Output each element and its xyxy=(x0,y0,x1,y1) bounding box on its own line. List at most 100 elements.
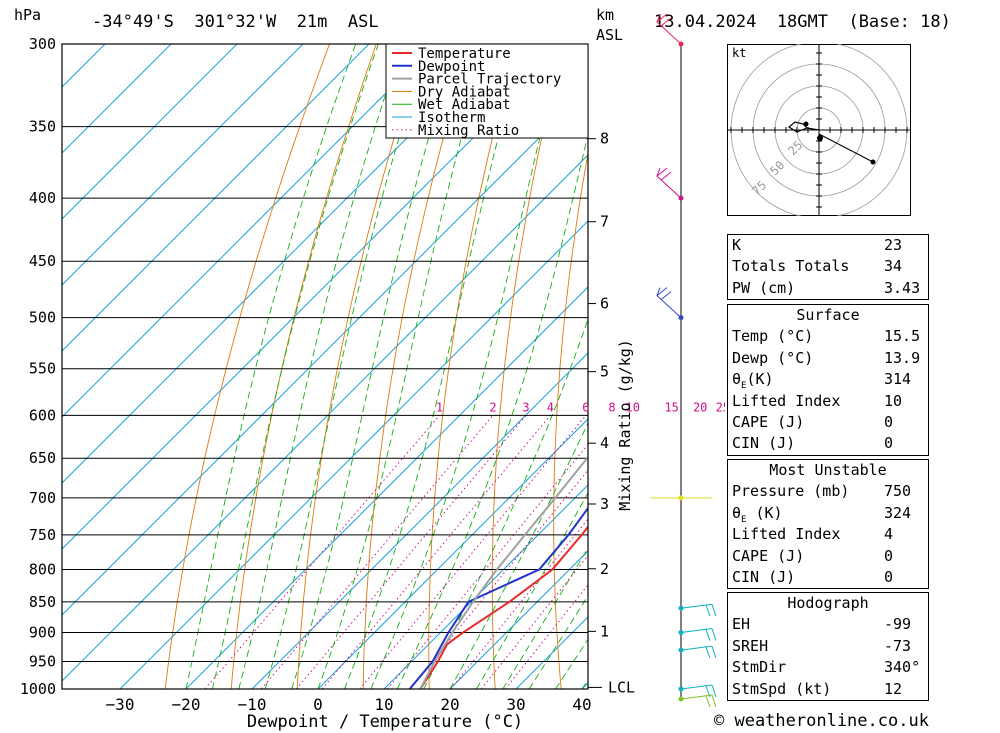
wind-barb xyxy=(680,684,713,690)
profile-lines xyxy=(408,455,588,689)
temperature-axis-labels: −30 −20 −10 0 10 20 30 40 xyxy=(106,695,592,714)
mixing-ratio-line xyxy=(321,415,551,689)
wet-adiabat-line xyxy=(528,594,588,689)
pressure-tick-label: 1000 xyxy=(20,680,56,698)
hodograph-trace xyxy=(787,121,820,133)
mixing-ratio-line xyxy=(480,554,588,689)
isotherm-line xyxy=(251,352,588,689)
mixing-ratio-line xyxy=(204,415,440,689)
wind-barb xyxy=(656,167,668,177)
legend-entry: Parcel Trajectory xyxy=(418,72,561,88)
x-axis-title: Dewpoint / Temperature (°C) xyxy=(247,712,523,732)
mixing-ratio-tick-label: 6 xyxy=(582,400,589,414)
wind-barb xyxy=(711,694,717,708)
wind-barb xyxy=(705,605,711,617)
wet-adiabat-line xyxy=(396,132,588,689)
height-unit-km: km xyxy=(596,6,615,24)
surface-title: Surface xyxy=(728,304,928,326)
km-tick-label: 5 xyxy=(600,363,609,381)
height-unit-asl: ASL xyxy=(596,26,624,44)
isotherm-line xyxy=(383,484,588,689)
wind-barb xyxy=(660,17,672,27)
skewt-diagram: 3003504004505005506006507007508008509009… xyxy=(20,13,725,732)
wind-barb xyxy=(711,628,717,641)
isotherm-line xyxy=(62,44,370,352)
legend-entry: Isotherm xyxy=(418,110,485,126)
temperature-tick-label: −30 xyxy=(106,695,135,714)
height-axis-labels: 8 7 6 5 4 3 2 1 LCL xyxy=(588,130,635,696)
pressure-tick-label: 500 xyxy=(29,309,56,327)
mixing-ratio-line xyxy=(260,415,494,689)
wind-barb xyxy=(680,628,713,634)
km-tick-label: 2 xyxy=(600,560,609,578)
pressure-tick-label: 300 xyxy=(29,35,56,53)
temperature-tick-label: −20 xyxy=(172,695,201,714)
isotherm-line xyxy=(62,44,568,550)
hodograph-table-title: Hodograph xyxy=(728,592,928,614)
pressure-tick-label: 400 xyxy=(29,189,56,207)
surface-table: Surface Temp (°C) 15.5 Dewp (°C) 13.9 θE(K… xyxy=(727,304,929,456)
wet-adiabat-line xyxy=(370,44,564,689)
legend-entry: Dewpoint xyxy=(418,59,485,75)
temperature-tick-label: 0 xyxy=(313,695,323,714)
dry-adiabat-line xyxy=(671,44,704,689)
wet-adiabat-line xyxy=(555,638,588,689)
mixing-ratio-tick-label: 3 xyxy=(522,400,529,414)
isotherm-line xyxy=(62,44,502,484)
wind-barb xyxy=(711,604,717,617)
mixing-ratio-labels: 1 2 3 4 6 8 10 15 20 25 xyxy=(436,400,725,414)
temperature-tick-label: 40 xyxy=(572,695,591,714)
hodograph-storm-vector xyxy=(818,133,874,163)
pressure-tick-label: 350 xyxy=(29,118,56,136)
wet-adiabat-line xyxy=(185,44,357,689)
most-unstable-table: Most Unstable Pressure (mb) 750 θE (K) 324… xyxy=(727,459,929,590)
isotherm-line xyxy=(317,418,588,689)
mixing-ratio-line xyxy=(504,584,588,689)
pressure-tick-label: 550 xyxy=(29,360,56,378)
mixing-ratio-tick-label: 15 xyxy=(664,400,678,414)
km-tick-label: 6 xyxy=(600,295,609,313)
pressure-tick-label: 950 xyxy=(29,653,56,671)
legend-entry: Wet Adiabat xyxy=(418,97,511,113)
parcel-trajectory-line xyxy=(419,455,588,689)
dry-adiabat-line xyxy=(164,44,330,689)
legend-entry: Temperature xyxy=(418,46,511,62)
most-unstable-title: Most Unstable xyxy=(728,459,928,481)
mixing-ratio-line xyxy=(359,415,587,689)
isotherm-line xyxy=(62,44,238,220)
wet-adiabat-line xyxy=(502,547,588,689)
wind-barb xyxy=(705,629,711,641)
pressure-tick-label: 450 xyxy=(29,252,56,270)
wind-barb xyxy=(680,694,713,700)
isotherm-line xyxy=(62,154,588,682)
isotherm-line xyxy=(449,550,588,689)
wet-adiabat-line xyxy=(291,44,457,689)
wet-adiabat-line xyxy=(211,44,379,689)
pressure-tick-label: 700 xyxy=(29,489,56,507)
wind-barb xyxy=(705,646,711,659)
isotherm-line xyxy=(62,88,588,616)
mixing-ratio-line xyxy=(295,415,527,689)
pressure-tick-label: 900 xyxy=(29,624,56,642)
wind-barb xyxy=(711,684,717,698)
wind-barb xyxy=(656,287,682,319)
legend-entry: Mixing Ratio xyxy=(418,123,519,139)
isotherm-line xyxy=(62,44,436,418)
mixing-ratio-axis-title: Mixing Ratio (g/kg) xyxy=(616,339,634,511)
mixing-ratio-tick-label: 1 xyxy=(436,400,443,414)
temperature-tick-label: −10 xyxy=(238,695,267,714)
wind-barb xyxy=(660,291,672,301)
wind-barb xyxy=(660,171,672,181)
mixing-ratio-tick-label: 4 xyxy=(547,400,554,414)
mixing-ratio-tick-label: 10 xyxy=(626,400,640,414)
wind-barb xyxy=(680,645,713,651)
mixing-ratio-tick-label: 2 xyxy=(489,400,496,414)
km-tick-label: 3 xyxy=(600,495,609,513)
dry-adiabat-line xyxy=(230,44,377,689)
copyright-footer: © weatheronline.co.uk xyxy=(714,711,929,731)
wind-barb xyxy=(656,287,668,297)
wind-barb xyxy=(705,695,711,708)
pressure-tick-label: 750 xyxy=(29,526,56,544)
km-tick-label: 1 xyxy=(600,622,609,640)
